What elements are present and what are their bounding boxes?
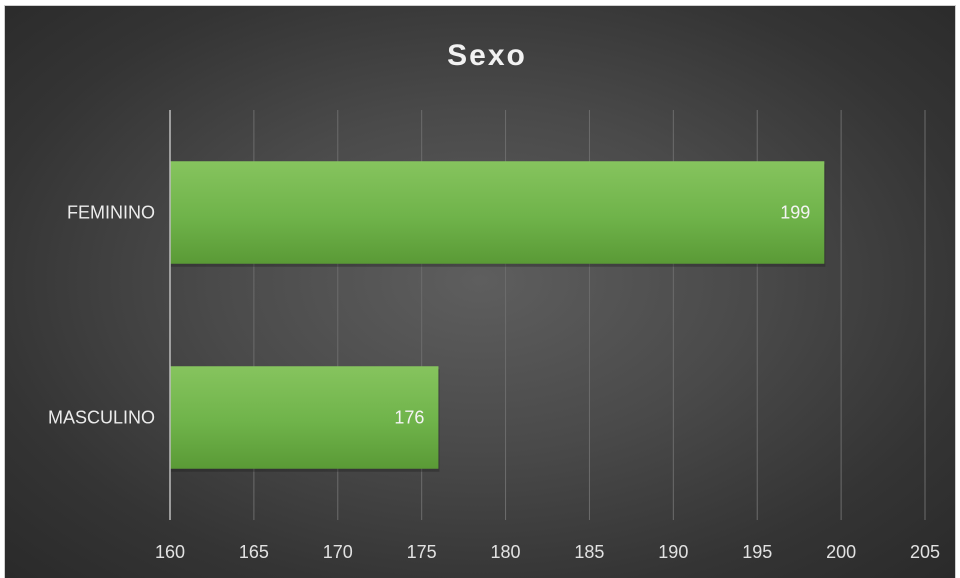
x-tick-label: 180: [491, 542, 521, 562]
chart-title: Sexo: [447, 39, 527, 72]
data-label: 176: [394, 408, 424, 428]
bar-masculino: [170, 366, 439, 469]
x-tick-label: 165: [239, 542, 269, 562]
bar-feminino: [170, 161, 825, 264]
x-tick-label: 185: [574, 542, 604, 562]
x-tick-label: 190: [658, 542, 688, 562]
x-tick-label: 160: [155, 542, 185, 562]
data-label: 199: [780, 203, 810, 223]
chart-panel: [4, 5, 956, 578]
bars: 199 176: [170, 161, 826, 472]
x-tick-label: 200: [826, 542, 856, 562]
x-axis-ticks: 160 165 170 175 180 185 190 195 200 205: [155, 542, 940, 562]
x-tick-label: 170: [323, 542, 353, 562]
x-tick-label: 195: [742, 542, 772, 562]
category-label: FEMININO: [67, 203, 155, 223]
x-tick-label: 175: [407, 542, 437, 562]
category-label: MASCULINO: [48, 408, 155, 428]
category-labels: FEMININO MASCULINO: [48, 203, 155, 428]
x-tick-label: 205: [910, 542, 940, 562]
